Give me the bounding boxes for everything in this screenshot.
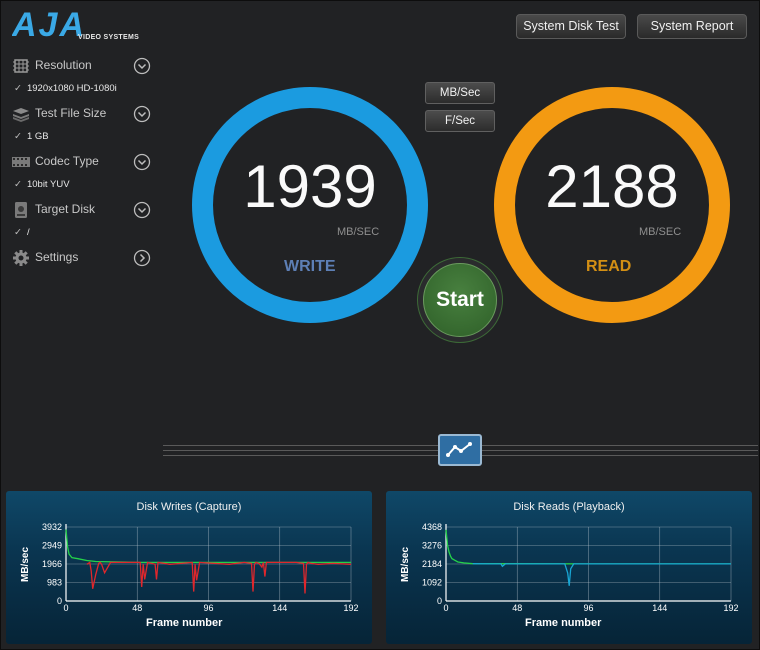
series-line: [86, 561, 352, 594]
sidebar-item-target-disk[interactable]: Target Disk: [12, 200, 152, 220]
target-disk-value: ✓ /: [14, 227, 30, 238]
check-icon: ✓: [14, 83, 22, 94]
sidebar-item-test-file-size[interactable]: Test File Size: [12, 104, 152, 124]
resolution-value-text: 1920x1080 HD-1080i: [26, 83, 117, 94]
frames-per-sec-button[interactable]: F/Sec: [425, 110, 495, 132]
sidebar-item-resolution[interactable]: Resolution: [12, 56, 152, 76]
y-tick-label: 2949: [42, 541, 62, 551]
codec-type-value: ✓ 10bit YUV: [14, 179, 70, 190]
gear-icon: [13, 250, 29, 266]
mb-per-sec-button[interactable]: MB/Sec: [425, 82, 495, 104]
y-tick-label: 2184: [422, 559, 442, 569]
y-tick-label: 3932: [42, 522, 62, 532]
aja-logo: AJA: [12, 8, 86, 44]
series-line: [65, 529, 351, 564]
x-tick-label: 48: [512, 603, 522, 613]
resolution-grid-icon: [13, 59, 29, 73]
disk-icon: [15, 202, 27, 218]
x-tick-label: 0: [443, 603, 448, 613]
write-unit-label: MB/SEC: [337, 226, 380, 238]
write-speed-value: 1939: [243, 153, 377, 220]
svg-text:AJA: AJA: [12, 8, 86, 44]
disk-writes-x-axis-label: Frame number: [146, 617, 223, 629]
y-tick-label: 0: [57, 596, 62, 606]
disk-writes-chart: 0 48 96 144 192 0 983 1966 2949 3932: [42, 522, 359, 613]
x-tick-label: 192: [343, 603, 358, 613]
read-unit-label: MB/SEC: [639, 226, 682, 238]
stack-icon: [13, 108, 29, 122]
target-disk-value-text: /: [26, 227, 30, 238]
chevron-down-icon[interactable]: [133, 57, 151, 75]
test-file-size-label: Test File Size: [35, 106, 107, 120]
disk-reads-chart: 0 48 96 144 192 0 1092 2184 3276 4368: [422, 522, 739, 613]
resolution-label: Resolution: [35, 58, 92, 72]
series-line: [472, 563, 731, 586]
start-button[interactable]: Start: [423, 263, 497, 337]
disk-reads-title: Disk Reads (Playback): [513, 501, 625, 513]
codec-type-value-text: 10bit YUV: [26, 179, 70, 190]
disk-writes-title: Disk Writes (Capture): [136, 501, 242, 513]
check-icon: ✓: [14, 131, 22, 142]
read-label: READ: [586, 258, 632, 275]
sidebar-item-codec-type[interactable]: Codec Type: [12, 152, 152, 172]
system-disk-test-button[interactable]: System Disk Test: [516, 14, 626, 39]
chevron-right-icon[interactable]: [133, 249, 151, 267]
disk-writes-panel: Disk Writes (Capture) MB/sec Frame numbe…: [6, 491, 372, 644]
y-tick-label: 1966: [42, 559, 62, 569]
film-strip-icon: [12, 157, 30, 167]
x-tick-label: 192: [723, 603, 738, 613]
x-tick-label: 144: [652, 603, 667, 613]
y-tick-label: 1092: [422, 578, 442, 588]
logo-subtitle: VIDEO SYSTEMS: [78, 34, 140, 41]
disk-reads-x-axis-label: Frame number: [525, 617, 602, 629]
check-icon: ✓: [14, 179, 22, 190]
settings-label: Settings: [35, 250, 79, 264]
x-tick-label: 96: [583, 603, 593, 613]
y-tick-label: 3276: [422, 541, 442, 551]
system-report-button[interactable]: System Report: [637, 14, 747, 39]
chevron-down-icon[interactable]: [133, 201, 151, 219]
y-tick-label: 0: [437, 596, 442, 606]
sidebar-item-settings[interactable]: Settings: [12, 248, 152, 268]
y-tick-label: 983: [47, 578, 62, 588]
x-tick-label: 144: [272, 603, 287, 613]
read-speed-value: 2188: [545, 153, 679, 220]
test-file-size-value: ✓ 1 GB: [14, 131, 49, 142]
chevron-down-icon[interactable]: [133, 105, 151, 123]
graph-toggle-button[interactable]: [438, 434, 482, 466]
y-tick-label: 4368: [422, 522, 442, 532]
x-tick-label: 48: [132, 603, 142, 613]
disk-reads-panel: Disk Reads (Playback) MB/sec Frame numbe…: [386, 491, 752, 644]
target-disk-label: Target Disk: [35, 202, 96, 216]
line-graph-icon: [446, 442, 472, 457]
resolution-value: ✓ 1920x1080 HD-1080i: [14, 83, 117, 94]
x-tick-label: 0: [63, 603, 68, 613]
codec-type-label: Codec Type: [35, 154, 99, 168]
write-label: WRITE: [284, 258, 336, 275]
x-tick-label: 96: [203, 603, 213, 613]
check-icon: ✓: [14, 227, 22, 238]
chevron-down-icon[interactable]: [133, 153, 151, 171]
test-file-size-value-text: 1 GB: [26, 131, 49, 142]
